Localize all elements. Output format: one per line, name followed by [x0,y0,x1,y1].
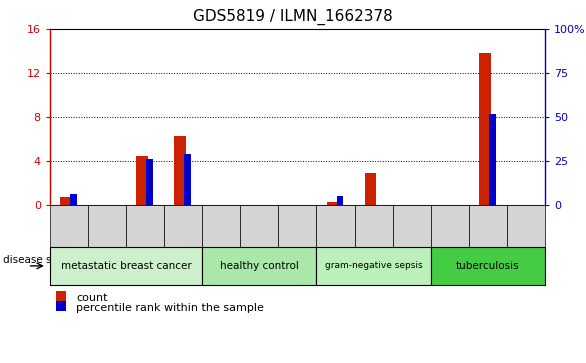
Bar [336,196,343,205]
Text: gram-negative sepsis: gram-negative sepsis [325,261,423,270]
Bar [365,173,376,205]
Bar [70,193,77,205]
Bar [175,136,186,205]
Text: tuberculosis: tuberculosis [456,261,520,271]
Bar [479,53,490,205]
Text: disease state: disease state [3,256,73,265]
Text: count: count [76,293,108,303]
Bar [60,197,71,205]
Bar [327,202,338,205]
Bar [489,114,496,205]
Text: percentile rank within the sample: percentile rank within the sample [76,303,264,313]
Bar [146,159,153,205]
Text: metastatic breast cancer: metastatic breast cancer [60,261,192,271]
Text: GDS5819 / ILMN_1662378: GDS5819 / ILMN_1662378 [193,9,393,25]
Bar [137,156,148,205]
Bar [184,154,191,205]
Text: healthy control: healthy control [220,261,299,271]
